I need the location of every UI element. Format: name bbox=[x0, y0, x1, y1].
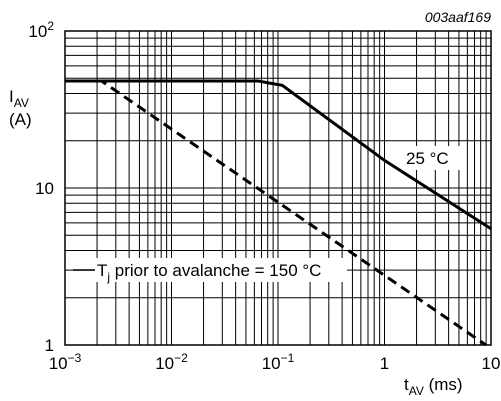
figure-code: 003aaf169 bbox=[425, 9, 491, 25]
y-axis-label-sub: AV bbox=[14, 96, 29, 110]
plot-frame bbox=[64, 30, 492, 346]
x-axis-label-sub: AV bbox=[409, 384, 424, 398]
x-tick-label: 10 bbox=[482, 354, 501, 373]
legend-25c-bg bbox=[402, 146, 464, 170]
legend-150c: Tj prior to avalanche = 150 °C bbox=[97, 261, 321, 284]
curves bbox=[65, 79, 492, 347]
y-tick-label: 102 bbox=[28, 19, 54, 41]
legend-150c-bg bbox=[95, 258, 347, 282]
y-axis-unit: (A) bbox=[9, 110, 32, 129]
legend-25c: 25 °C bbox=[406, 149, 449, 168]
tick-labels: 10−3 10−2 10−1 1 10 1 10 102 bbox=[28, 19, 500, 373]
x-tick-label: 10−1 bbox=[262, 351, 295, 373]
series-line-150c bbox=[65, 79, 487, 347]
x-tick-label: 10−3 bbox=[49, 351, 82, 373]
x-axis-label: tAV (ms) bbox=[404, 375, 463, 398]
x-tick-label: 10−2 bbox=[155, 351, 188, 373]
y-tick-label: 1 bbox=[45, 336, 54, 355]
grid bbox=[64, 31, 491, 346]
x-tick-label: 1 bbox=[380, 354, 389, 373]
y-tick-label: 10 bbox=[35, 179, 54, 198]
series-line-25c bbox=[65, 79, 492, 231]
y-axis-label: IAV bbox=[9, 87, 29, 110]
